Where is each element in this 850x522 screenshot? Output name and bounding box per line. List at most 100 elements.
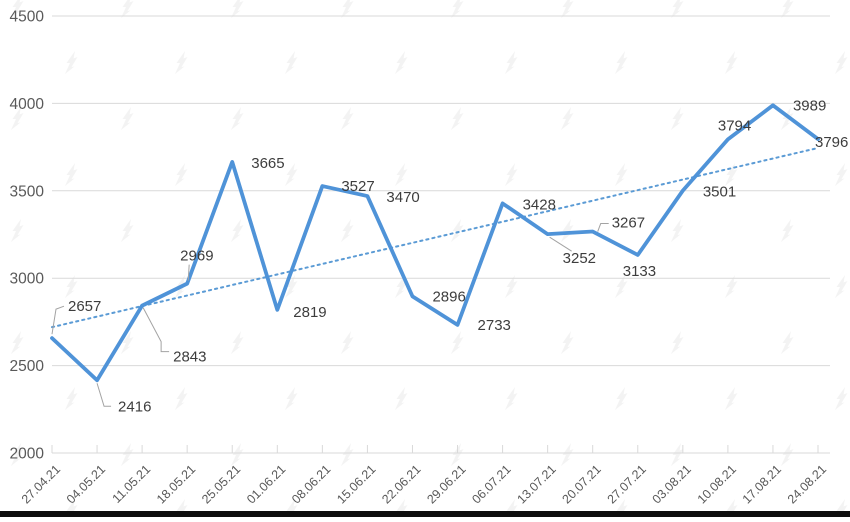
forklog-logo-watermark-icon [561, 0, 574, 18]
data-point-label: 3133 [623, 263, 656, 280]
x-tick-label: 15.06.21 [334, 462, 378, 506]
x-tick-label: 11.05.21 [110, 462, 154, 506]
data-point-label: 2733 [478, 317, 511, 334]
x-axis-ticks [51, 445, 819, 453]
x-tick-label: 03.08.21 [650, 462, 694, 506]
forklog-logo-watermark-icon [781, 331, 794, 354]
forklog-logo-watermark-icon [341, 331, 354, 354]
forklog-logo-watermark-icon [175, 387, 188, 410]
forklog-logo-watermark-icon [835, 387, 848, 410]
data-point-label: 2819 [293, 304, 326, 321]
forklog-logo-watermark-icon [285, 163, 298, 186]
x-tick-label: 17.08.21 [740, 462, 784, 506]
x-tick-label: 13.07.21 [514, 462, 558, 506]
forklog-logo-watermark-icon [671, 331, 684, 354]
forklog-logo-watermark-icon [561, 107, 574, 130]
forklog-logo-watermark-icon [615, 51, 628, 74]
y-tick-label: 3000 [10, 271, 45, 288]
forklog-logo-watermark-icon [835, 275, 848, 298]
data-point-label: 3794 [718, 117, 751, 134]
x-tick-label: 04.05.21 [64, 462, 108, 506]
x-tick-label: 18.05.21 [154, 462, 198, 506]
data-point-label: 3989 [793, 97, 826, 114]
x-tick-label: 06.07.21 [469, 462, 513, 506]
data-point-label: 3267 [612, 215, 645, 232]
forklog-logo-watermark-icon [65, 163, 78, 186]
label-leader-lines [51, 223, 609, 407]
forklog-logo-watermark-icon [561, 331, 574, 354]
forklog-logo-watermark-icon [451, 331, 464, 354]
forklog-logo-watermark-icon [341, 219, 354, 242]
forklog-logo-watermark-icon [505, 275, 518, 298]
x-tick-label: 29.06.21 [424, 462, 468, 506]
y-tick-label: 2000 [10, 446, 45, 463]
forklog-logo-watermark-icon [615, 275, 628, 298]
data-point-label: 2969 [180, 248, 213, 265]
gridlines [52, 15, 830, 454]
forklog-logo-watermark-icon [285, 387, 298, 410]
forklog-logo-watermark-icon [781, 443, 794, 466]
forklog-logo-watermark-icon [671, 443, 684, 466]
forklog-logo-watermark-icon [175, 51, 188, 74]
forklog-logo-watermark-icon [561, 443, 574, 466]
data-series-line [50, 103, 820, 383]
forklog-logo-watermark-icon [835, 51, 848, 74]
forklog-logo-watermark-icon [11, 219, 24, 242]
data-point-label: 2657 [68, 298, 101, 315]
bottom-bar [0, 511, 850, 517]
forklog-logo-watermark-icon [395, 51, 408, 74]
x-tick-label: 10.08.21 [695, 462, 739, 506]
forklog-logo-watermark-icon [451, 219, 464, 242]
data-point-label: 3252 [563, 250, 596, 267]
forklog-logo-watermark-icon [285, 275, 298, 298]
y-tick-label: 3500 [10, 183, 45, 200]
y-axis-labels: 2000 2500 3000 3500 4000 4500 [10, 9, 45, 463]
forklog-logo-watermark-icon [505, 387, 518, 410]
forklog-logo-watermark-icon [121, 107, 134, 130]
watermark-layer [11, 0, 848, 522]
forklog-logo-watermark-icon [615, 387, 628, 410]
forklog-logo-watermark-icon [121, 0, 134, 18]
forklog-logo-watermark-icon [451, 0, 464, 18]
label-leader-line [142, 307, 170, 353]
forklog-logo-watermark-icon [11, 107, 24, 130]
forklog-logo-watermark-icon [395, 387, 408, 410]
x-tick-label: 20.07.21 [560, 462, 604, 506]
data-point-label: 2843 [173, 349, 206, 366]
forklog-logo-watermark-icon [505, 51, 518, 74]
forklog-logo-watermark-icon [175, 163, 188, 186]
label-leader-line [549, 236, 572, 252]
y-tick-label: 4500 [10, 9, 45, 26]
data-point-label: 3665 [251, 155, 284, 172]
x-tick-label: 24.08.21 [785, 462, 829, 506]
forklog-logo-watermark-icon [451, 443, 464, 466]
forklog-logo-watermark-icon [231, 0, 244, 18]
forklog-logo-watermark-icon [781, 107, 794, 130]
forklog-logo-watermark-icon [671, 0, 684, 18]
x-tick-label: 27.04.21 [19, 462, 63, 506]
forklog-logo-watermark-icon [341, 107, 354, 130]
forklog-logo-watermark-icon [615, 163, 628, 186]
data-point-label: 3428 [523, 196, 556, 213]
data-labels: 2657 2416 2843 2969 3665 2819 3527 3470 2896 2733… [68, 97, 848, 415]
x-tick-label: 08.06.21 [289, 462, 333, 506]
forklog-logo-watermark-icon [505, 163, 518, 186]
forklog-logo-watermark-icon [725, 51, 738, 74]
x-tick-label: 22.06.21 [379, 462, 423, 506]
forklog-logo-watermark-icon [231, 219, 244, 242]
forklog-logo-watermark-icon [561, 219, 574, 242]
forklog-logo-watermark-icon [725, 163, 738, 186]
x-tick-label: 01.06.21 [244, 462, 288, 506]
x-tick-label: 27.07.21 [605, 462, 649, 506]
data-point-label: 2896 [432, 288, 465, 305]
data-point-label: 3527 [341, 178, 374, 195]
y-tick-label: 2500 [10, 358, 45, 375]
forklog-logo-watermark-icon [121, 331, 134, 354]
forklog-logo-watermark-icon [671, 219, 684, 242]
data-point-label: 3796 [815, 134, 848, 151]
label-leader-line [96, 383, 112, 407]
forklog-logo-watermark-icon [781, 219, 794, 242]
forklog-logo-watermark-icon [231, 443, 244, 466]
label-leader-line [187, 264, 190, 281]
